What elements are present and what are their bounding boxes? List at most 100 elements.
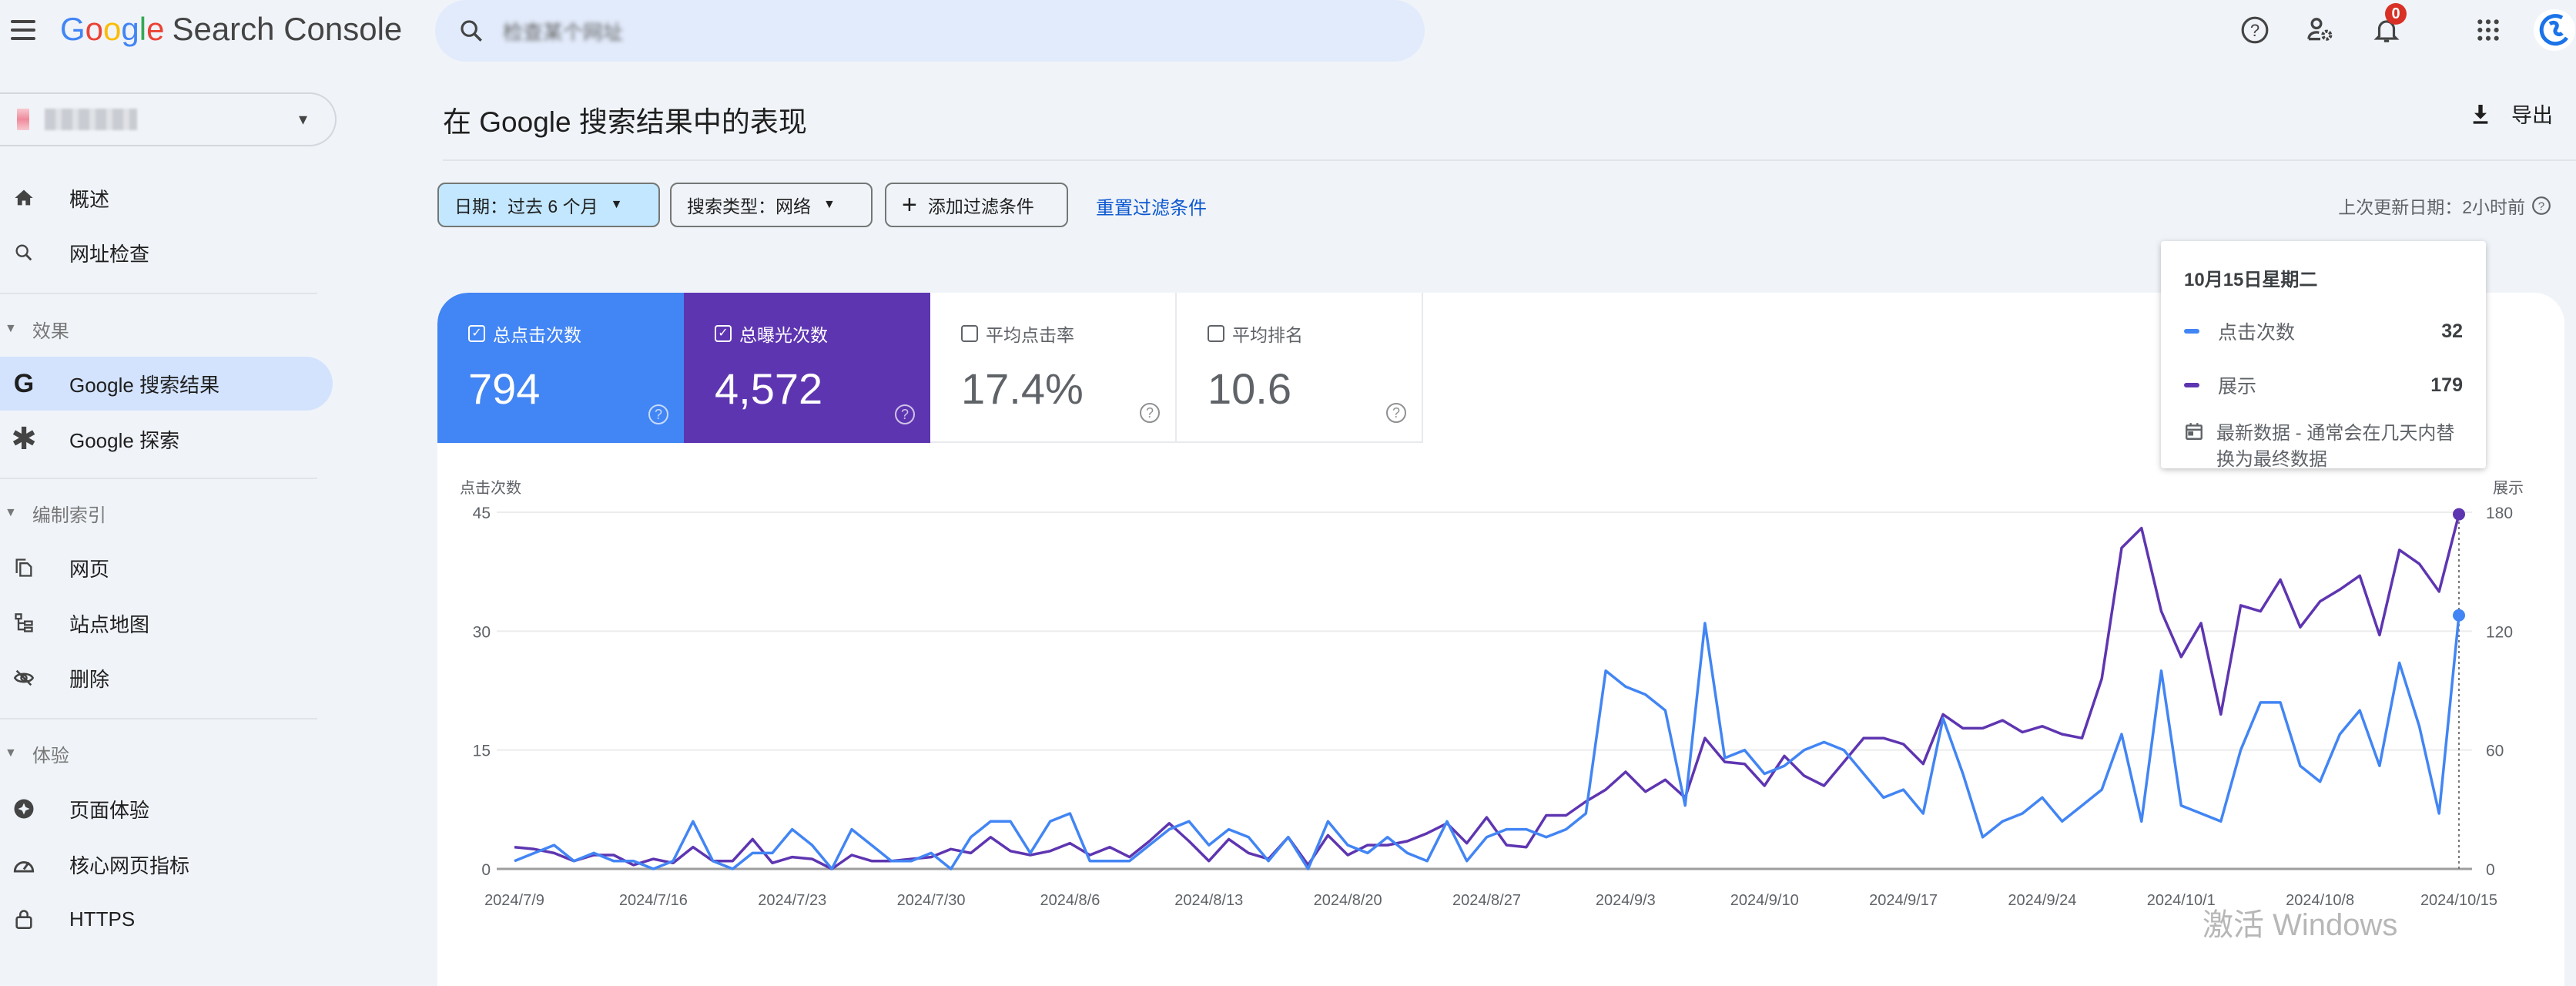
help-icon[interactable]: ? bbox=[1140, 403, 1160, 423]
series-line-clicks bbox=[514, 615, 2460, 870]
tooltip-value: 32 bbox=[2441, 320, 2463, 342]
notification-badge: 0 bbox=[2385, 3, 2407, 25]
metric-value: 794 bbox=[468, 364, 541, 413]
x-tick-label: 2024/10/15 bbox=[2420, 892, 2497, 909]
property-selector[interactable]: ▾ bbox=[0, 92, 337, 146]
checkbox-checked-icon[interactable]: ✓ bbox=[468, 325, 485, 342]
caret-down-icon: ▼ bbox=[5, 506, 17, 519]
x-tick-label: 2024/9/3 bbox=[1596, 892, 1656, 909]
y-tick-left: 15 bbox=[473, 743, 491, 760]
sidebar-item-google-search-results[interactable]: G Google 搜索结果 bbox=[0, 357, 333, 411]
pages-icon bbox=[11, 556, 37, 579]
search-icon bbox=[11, 242, 37, 263]
reset-filters-link[interactable]: 重置过滤条件 bbox=[1096, 198, 1207, 219]
metric-total-impressions[interactable]: ✓ 总曝光次数 4,572 ? bbox=[684, 293, 930, 443]
sidebar-item-label: 页面体验 bbox=[69, 798, 150, 822]
sidebar-item-url-inspection[interactable]: 网址检查 bbox=[0, 226, 333, 280]
checkbox-unchecked-icon[interactable] bbox=[961, 325, 978, 342]
sidebar-item-label: 网页 bbox=[69, 557, 110, 581]
y-tick-right: 180 bbox=[2486, 505, 2513, 522]
calendar-icon bbox=[2186, 423, 2202, 440]
sidebar-divider bbox=[0, 718, 317, 719]
metric-total-clicks[interactable]: ✓ 总点击次数 794 ? bbox=[437, 293, 684, 443]
x-tick-label: 2024/8/6 bbox=[1040, 892, 1100, 909]
y-tick-right: 120 bbox=[2486, 623, 2513, 641]
asterisk-icon: ✱ bbox=[11, 422, 37, 456]
y-axis-label-right: 展示 bbox=[2493, 480, 2524, 497]
y-tick-right: 0 bbox=[2486, 861, 2495, 879]
apps-icon[interactable] bbox=[2467, 9, 2509, 51]
help-icon[interactable]: ? bbox=[895, 404, 915, 424]
plus-icon: + bbox=[902, 190, 917, 220]
svg-text:?: ? bbox=[2250, 21, 2259, 40]
tooltip-clicks-row: 点击次数 32 bbox=[2184, 317, 2463, 345]
google-g-icon: G bbox=[13, 368, 35, 398]
url-inspection-search[interactable]: 检查某个网址 bbox=[435, 0, 1425, 62]
tooltip-value: 179 bbox=[2430, 374, 2463, 396]
tooltip-impressions-row: 展示 179 bbox=[2184, 371, 2463, 399]
chip-label: 搜索类型：网络 bbox=[687, 196, 811, 216]
caret-down-icon: ▼ bbox=[610, 198, 623, 211]
help-icon[interactable]: ? bbox=[1386, 403, 1406, 423]
x-tick-label: 2024/7/9 bbox=[484, 892, 544, 909]
search-console-logo[interactable]: Google Search Console bbox=[60, 11, 402, 48]
series-point-clicks bbox=[2453, 609, 2465, 622]
help-icon[interactable]: ? bbox=[2234, 9, 2276, 51]
help-icon[interactable]: ? bbox=[2531, 196, 2551, 216]
sidebar-item-label: Google 搜索结果 bbox=[69, 373, 220, 397]
sidebar-section-indexing[interactable]: ▼ 编制索引 bbox=[0, 498, 106, 528]
property-favicon bbox=[17, 109, 29, 130]
help-icon[interactable]: ? bbox=[648, 404, 668, 424]
impressions-legend-swatch bbox=[2184, 383, 2199, 387]
clicks-legend-swatch bbox=[2184, 329, 2199, 334]
x-tick-label: 2024/8/20 bbox=[1314, 892, 1382, 909]
sidebar-item-sitemaps[interactable]: 站点地图 bbox=[0, 596, 333, 650]
caret-down-icon: ▼ bbox=[5, 746, 17, 760]
y-tick-right: 60 bbox=[2486, 743, 2504, 760]
export-button[interactable]: 导出 bbox=[2468, 99, 2553, 129]
home-icon bbox=[11, 187, 37, 209]
chip-label: 日期：过去 6 个月 bbox=[454, 196, 598, 216]
x-tick-label: 2024/7/23 bbox=[758, 892, 826, 909]
avatar[interactable] bbox=[2534, 9, 2575, 51]
checkbox-unchecked-icon[interactable] bbox=[1208, 325, 1224, 342]
x-tick-label: 2024/7/30 bbox=[897, 892, 966, 909]
search-type-filter-chip[interactable]: 搜索类型：网络 ▼ bbox=[670, 183, 873, 227]
metric-value: 4,572 bbox=[715, 364, 823, 413]
logo-product: Search Console bbox=[172, 11, 403, 47]
x-tick-label: 2024/10/1 bbox=[2147, 892, 2216, 909]
y-axis-label-left: 点击次数 bbox=[460, 479, 521, 497]
checkbox-checked-icon[interactable]: ✓ bbox=[715, 325, 732, 342]
menu-icon[interactable] bbox=[11, 20, 35, 40]
tooltip-note: 最新数据 - 通常会在几天内替换为最终数据 bbox=[2184, 421, 2463, 473]
sidebar-item-label: 站点地图 bbox=[69, 612, 150, 636]
sidebar-section-experience[interactable]: ▼ 体验 bbox=[0, 738, 69, 769]
metric-average-position[interactable]: 平均排名 10.6 ? bbox=[1177, 293, 1423, 443]
sidebar-item-label: 概述 bbox=[69, 187, 110, 211]
search-icon bbox=[461, 20, 482, 42]
series-line-impressions bbox=[514, 514, 2460, 870]
sidebar-item-pages[interactable]: 网页 bbox=[0, 541, 333, 595]
sidebar-item-label: 网址检查 bbox=[69, 242, 150, 266]
sidebar-item-removals[interactable]: 删除 bbox=[0, 651, 333, 705]
manage-users-icon[interactable] bbox=[2300, 9, 2341, 51]
sidebar-item-core-web-vitals[interactable]: 核心网页指标 bbox=[0, 837, 333, 891]
section-title: 效果 bbox=[32, 320, 69, 342]
export-label: 导出 bbox=[2511, 104, 2553, 127]
metric-average-ctr[interactable]: 平均点击率 17.4% ? bbox=[930, 293, 1177, 443]
caret-down-icon: ▾ bbox=[298, 109, 307, 129]
date-filter-chip[interactable]: 日期：过去 6 个月 ▼ bbox=[437, 183, 660, 227]
section-title: 编制索引 bbox=[32, 505, 106, 526]
chart-tooltip: 10月15日星期二 点击次数 32 展示 179 最新数据 - 通常会在几天内替换为… bbox=[2161, 241, 2486, 470]
add-filter-button[interactable]: + 添加过滤条件 bbox=[885, 183, 1068, 227]
sitemap-icon bbox=[11, 612, 37, 635]
sidebar-item-page-experience[interactable]: 页面体验 bbox=[0, 782, 333, 836]
metric-value: 10.6 bbox=[1208, 364, 1291, 413]
logo-google: Google bbox=[60, 11, 165, 47]
caret-down-icon: ▼ bbox=[823, 198, 836, 211]
sidebar-item-overview[interactable]: 概述 bbox=[0, 171, 333, 225]
sidebar-item-google-discover[interactable]: ✱ Google 探索 bbox=[0, 412, 333, 466]
sidebar-section-performance[interactable]: ▼ 效果 bbox=[0, 314, 69, 344]
x-tick-label: 2024/9/17 bbox=[1869, 892, 1938, 909]
performance-chart[interactable]: 点击次数 展示 0 0 15 60 30 120 45 180 2024/7/9 2024/7/1… bbox=[0, 0, 2576, 927]
